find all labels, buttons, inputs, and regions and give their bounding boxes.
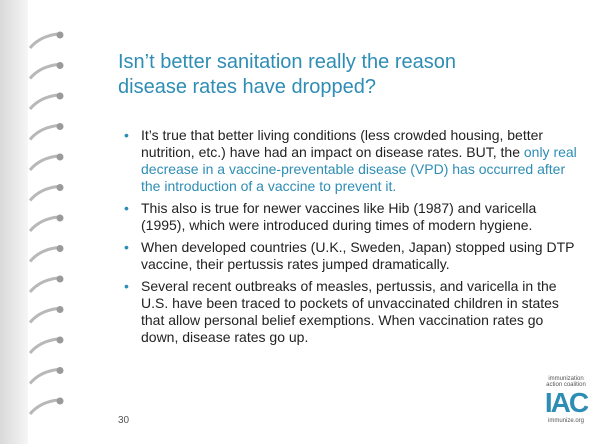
logo-acronym: IAC bbox=[540, 388, 592, 418]
hole bbox=[57, 367, 64, 374]
ring bbox=[30, 400, 58, 414]
hole bbox=[57, 32, 64, 39]
bullet-text: It’s true that better living conditions … bbox=[141, 127, 543, 160]
ring bbox=[30, 370, 58, 384]
hole bbox=[57, 276, 64, 283]
slide: Isn’t better sanitation really the reaso… bbox=[0, 0, 599, 444]
hole bbox=[57, 123, 64, 130]
ring bbox=[30, 309, 58, 323]
bullet-text: When developed countries (U.K., Sweden, … bbox=[141, 239, 574, 272]
bullet: When developed countries (U.K., Sweden, … bbox=[122, 239, 578, 273]
hole bbox=[57, 93, 64, 100]
logo: immunization action coalition IAC immuni… bbox=[540, 376, 592, 424]
hole bbox=[57, 306, 64, 313]
ring bbox=[30, 156, 58, 170]
hole bbox=[57, 245, 64, 252]
logo-url: immunize.org bbox=[540, 418, 592, 424]
hole bbox=[57, 154, 64, 161]
hole bbox=[57, 62, 64, 69]
bullet: This also is true for newer vaccines lik… bbox=[122, 200, 578, 234]
bullet-text: This also is true for newer vaccines lik… bbox=[141, 200, 536, 233]
ring bbox=[30, 95, 58, 109]
ring bbox=[30, 65, 58, 79]
ring bbox=[30, 278, 58, 292]
slide-number: 30 bbox=[118, 415, 129, 426]
bullet-list: It’s true that better living conditions … bbox=[122, 127, 578, 351]
ring bbox=[30, 34, 58, 48]
spiral-binding bbox=[0, 0, 100, 444]
ring bbox=[30, 339, 58, 353]
bullet: It’s true that better living conditions … bbox=[122, 127, 578, 195]
hole bbox=[57, 337, 64, 344]
slide-title: Isn’t better sanitation really the reaso… bbox=[118, 50, 458, 100]
ring bbox=[30, 248, 58, 262]
ring bbox=[30, 126, 58, 140]
bullet: Several recent outbreaks of measles, per… bbox=[122, 278, 578, 346]
hole bbox=[57, 398, 64, 405]
ring bbox=[30, 187, 58, 201]
ring bbox=[30, 217, 58, 231]
hole bbox=[57, 184, 64, 191]
hole bbox=[57, 215, 64, 222]
bullet-text: Several recent outbreaks of measles, per… bbox=[141, 278, 559, 345]
